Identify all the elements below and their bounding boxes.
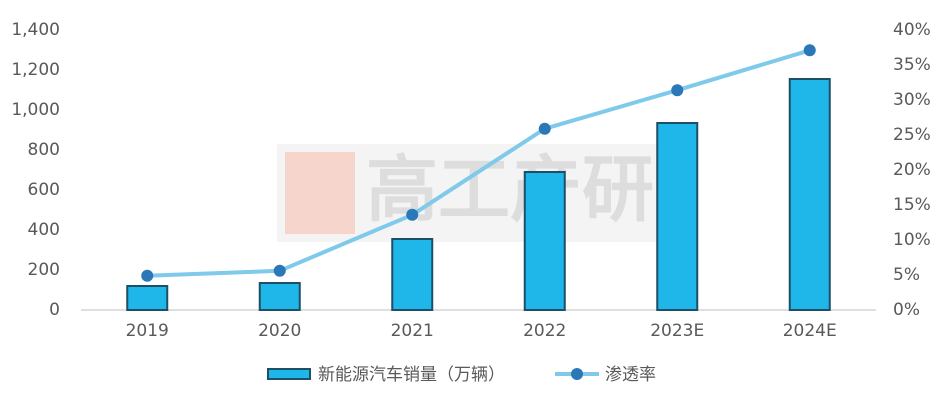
y2-tick-label: 40% bbox=[893, 20, 931, 40]
y-tick-label: 200 bbox=[28, 260, 60, 280]
line bbox=[147, 48, 811, 278]
y2-tick-label: 25% bbox=[893, 125, 931, 145]
y2-tick-label: 0% bbox=[893, 300, 920, 320]
bar bbox=[656, 122, 699, 311]
y-tick-label: 800 bbox=[28, 140, 60, 160]
legend-label: 渗透率 bbox=[605, 365, 656, 385]
line-marker bbox=[141, 269, 154, 282]
legend-swatch bbox=[267, 368, 311, 380]
x-tick-label: 2024E bbox=[783, 321, 837, 341]
y2-tick-label: 30% bbox=[893, 90, 931, 110]
line-marker bbox=[671, 84, 684, 97]
x-tick-label: 2019 bbox=[126, 321, 169, 341]
y2-tick-label: 35% bbox=[893, 55, 931, 75]
line-marker bbox=[273, 264, 286, 277]
x-tick-label: 2022 bbox=[523, 321, 566, 341]
watermark-group: 高工产研 bbox=[277, 144, 657, 242]
y2-tick-label: 10% bbox=[893, 230, 931, 250]
y-tick-label: 1,000 bbox=[11, 100, 60, 120]
y2-tick-label: 5% bbox=[893, 265, 920, 285]
watermark-logo bbox=[285, 152, 355, 234]
y-tick-label: 600 bbox=[28, 180, 60, 200]
y-tick-label: 1,200 bbox=[11, 60, 60, 80]
x-tick-label: 2023E bbox=[650, 321, 704, 341]
y-tick-label: 1,400 bbox=[11, 20, 60, 40]
watermark-box bbox=[277, 144, 657, 242]
bar bbox=[258, 282, 301, 311]
x-tick-label: 2021 bbox=[391, 321, 434, 341]
legend-marker bbox=[571, 368, 583, 380]
line-marker bbox=[538, 122, 551, 135]
y-tick-label: 400 bbox=[28, 220, 60, 240]
line-marker bbox=[406, 208, 419, 221]
bar bbox=[391, 238, 434, 311]
x-tick-label: 2020 bbox=[258, 321, 301, 341]
bar bbox=[126, 285, 169, 311]
y2-tick-label: 20% bbox=[893, 160, 931, 180]
bar bbox=[788, 78, 831, 311]
bar bbox=[523, 171, 566, 311]
line-marker bbox=[803, 44, 816, 57]
y-tick-label: 0 bbox=[49, 300, 60, 320]
y2-tick-label: 15% bbox=[893, 195, 931, 215]
legend-label: 新能源汽车销量（万辆） bbox=[318, 365, 505, 385]
